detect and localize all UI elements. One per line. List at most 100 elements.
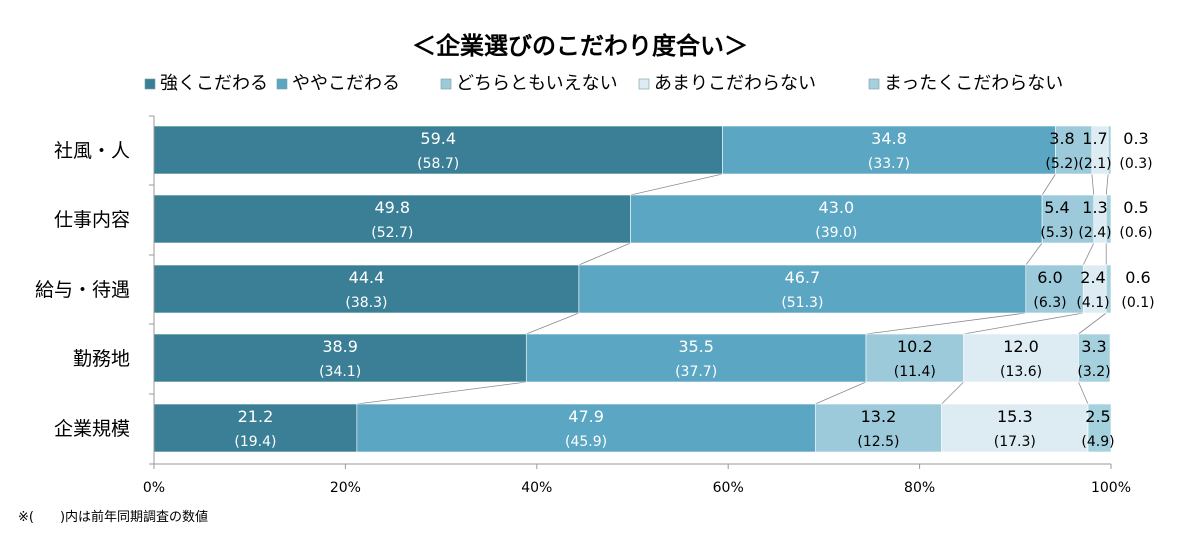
connector-line — [1041, 173, 1056, 196]
value-label: 3.8 — [1049, 129, 1074, 148]
bar-segment — [153, 333, 527, 383]
prev-value-label: (19.4) — [234, 434, 276, 450]
chart-title: ＜企業選びのこだわり度合い＞ — [412, 32, 748, 60]
connector-line — [865, 312, 1026, 335]
connector-line — [356, 381, 527, 405]
value-label: 44.4 — [349, 268, 385, 287]
bar-segment — [153, 194, 631, 244]
value-label: 1.3 — [1082, 198, 1107, 217]
bar-segment — [1078, 333, 1111, 383]
legend-label: どちらともいえない — [456, 73, 618, 94]
bar-group — [153, 125, 1112, 453]
connector-line — [526, 312, 580, 335]
category-label: 社風・人 — [54, 140, 130, 162]
x-tick-label: 20% — [330, 480, 361, 496]
bar-segment — [722, 125, 1056, 175]
bar-segment — [525, 333, 867, 383]
connector-line — [1105, 173, 1109, 196]
prev-value-label: (34.1) — [319, 364, 361, 380]
connector-line — [941, 381, 964, 405]
value-label: 2.5 — [1085, 407, 1110, 426]
value-label: 5.4 — [1044, 198, 1069, 217]
value-label: 15.3 — [997, 407, 1033, 426]
legend-label: あまりこだわらない — [654, 73, 816, 94]
x-tick-label: 0% — [143, 480, 165, 496]
bar-segment — [630, 194, 1043, 244]
prev-value-label: (38.3) — [345, 295, 387, 311]
x-tick-label: 40% — [521, 480, 552, 496]
value-label: 34.8 — [871, 129, 907, 148]
prev-value-label: (17.3) — [994, 434, 1036, 450]
prev-value-label: (6.3) — [1033, 295, 1066, 311]
value-label: 12.0 — [1003, 337, 1039, 356]
bar-segment — [941, 403, 1089, 453]
connector-line — [963, 312, 1084, 335]
bar-segment — [1055, 125, 1093, 175]
prev-value-label: (12.5) — [857, 434, 899, 450]
prev-value-label: (2.1) — [1078, 156, 1111, 172]
prev-value-label: (39.0) — [815, 225, 857, 241]
data-labels: 59.4 (58.7) 34.8 (33.7) 3.8 (5.2)1.7 (2.1) 0.3 (… — [234, 129, 1154, 450]
prev-value-label: (13.6) — [1000, 364, 1042, 380]
legend-swatch — [144, 78, 156, 90]
connector-line — [578, 242, 631, 266]
value-label: 0.3 — [1123, 129, 1148, 148]
prev-value-label: (2.4) — [1078, 225, 1111, 241]
prev-value-label: (0.1) — [1121, 295, 1154, 311]
value-label: 2.4 — [1080, 268, 1105, 287]
value-label: 3.3 — [1081, 337, 1106, 356]
value-label: 38.9 — [322, 337, 358, 356]
bar-segment — [1105, 264, 1112, 314]
value-label: 59.4 — [420, 129, 456, 148]
connector-line — [1082, 242, 1095, 266]
value-label: 1.7 — [1082, 129, 1107, 148]
prev-value-label: (3.2) — [1077, 364, 1110, 380]
legend-label: ややこだわる — [292, 73, 400, 94]
bar-segment — [153, 264, 580, 314]
bar-segment — [1087, 403, 1112, 453]
value-label: 46.7 — [785, 268, 821, 287]
connector-line — [1025, 242, 1043, 266]
category-label: 企業規模 — [54, 418, 130, 440]
value-label: 0.6 — [1125, 268, 1150, 287]
bar-segment — [356, 403, 816, 453]
category-label: 給与・待遇 — [35, 279, 130, 301]
bar-segment — [578, 264, 1027, 314]
prev-value-label: (5.2) — [1045, 156, 1078, 172]
prev-value-label: (58.7) — [417, 156, 459, 172]
prev-value-label: (51.3) — [781, 295, 823, 311]
legend-swatch — [276, 78, 288, 90]
value-label: 6.0 — [1037, 268, 1062, 287]
category-label: 仕事内容 — [54, 209, 130, 231]
connector-line — [1078, 312, 1107, 335]
prev-value-label: (0.3) — [1119, 156, 1152, 172]
x-axis: 0% 20% 40% 60% 80% 100% — [143, 115, 1131, 496]
x-tick-label: 80% — [904, 480, 935, 496]
connector-line — [630, 173, 723, 196]
prev-value-label: (52.7) — [371, 225, 413, 241]
connector-lines — [356, 173, 1109, 405]
prev-value-label: (4.9) — [1081, 434, 1114, 450]
footnote: ※( )内は前年同期調査の数値 — [18, 509, 208, 525]
connector-line — [815, 381, 867, 405]
legend-swatch — [440, 78, 452, 90]
prev-value-label: (11.4) — [894, 364, 936, 380]
value-label: 47.9 — [568, 407, 604, 426]
legend-label: 強くこだわる — [160, 73, 268, 94]
x-tick-label: 100% — [1091, 480, 1131, 496]
legend-label: まったくこだわらない — [884, 73, 1063, 94]
category-label: 勤務地 — [73, 348, 130, 370]
legend-swatch — [868, 78, 880, 90]
prev-value-label: (37.7) — [675, 364, 717, 380]
value-label: 43.0 — [819, 198, 855, 217]
bar-segment — [153, 125, 723, 175]
prev-value-label: (0.6) — [1119, 225, 1152, 241]
value-label: 49.8 — [374, 198, 410, 217]
connector-line — [1078, 381, 1089, 405]
bar-segment — [1107, 125, 1112, 175]
bar-segment — [1025, 264, 1084, 314]
prev-value-label: (45.9) — [565, 434, 607, 450]
bar-segment — [814, 403, 942, 453]
